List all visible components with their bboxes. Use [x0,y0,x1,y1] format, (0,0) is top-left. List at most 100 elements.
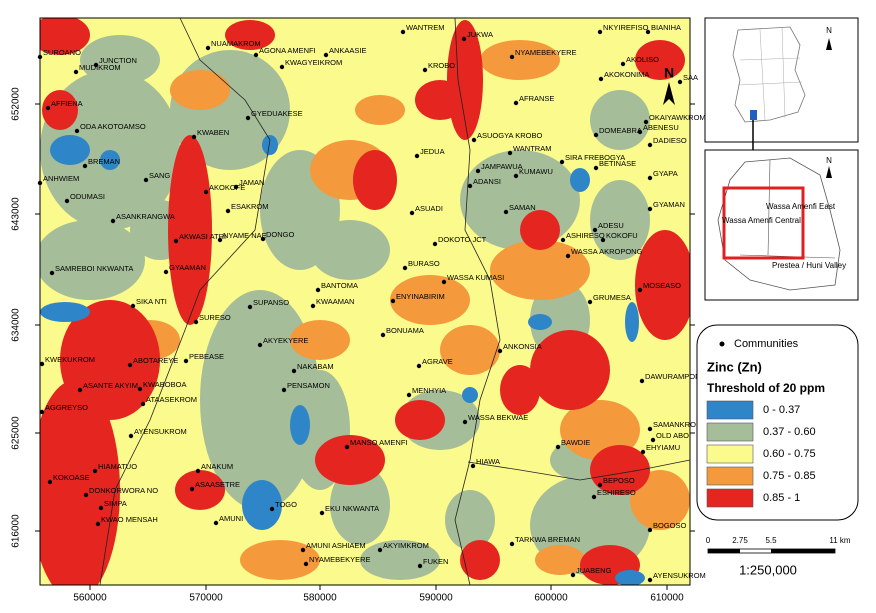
community-dot [560,237,566,243]
community-dot [213,520,219,526]
community-dot [677,79,683,85]
community-dot [39,409,45,415]
community-label: AFFIENA [51,99,83,108]
zone-patch [615,570,645,585]
zone-patch [60,300,160,420]
community-dot [260,236,266,242]
legend-classes: 0 - 0.37 0.37 - 0.60 0.60 - 0.75 0.75 - 0.8… [706,400,816,508]
community-label: SIMPA [104,499,127,508]
community-label: BANTOMA [321,281,358,290]
community-dot [140,401,146,407]
zone-patch [168,135,212,325]
community-dot [503,209,509,215]
zone-patch [395,400,445,440]
y-tick-label: 625000 [11,416,22,450]
community-label: DOMEABRA [599,126,642,135]
community-label: ASANKRANGWA [116,212,175,221]
x-tick-label: 560000 [73,593,107,604]
community-dot [344,444,350,450]
community-label: KWABOBOA [143,380,186,389]
community-label: ASUADI [415,204,443,213]
x-tick-label: 580000 [303,593,337,604]
community-label: NUAMAKROM [211,39,261,48]
zone-patch [290,405,310,445]
community-dot [319,510,325,516]
zone-patch [570,168,590,192]
district-label: Prestea / Huni Valley [772,261,846,270]
zone-patch [355,95,405,125]
community-dot [205,45,211,51]
community-dot [555,444,561,450]
study-area [750,110,757,120]
legend-label: 0.60 - 0.75 [763,448,816,460]
community-label: ENYINABIRIM [396,292,445,301]
zone-patch [635,230,690,340]
community-label: KWAAMAN [316,297,354,306]
community-label: AKOLISO [626,55,659,64]
y-tick-label: 616000 [11,514,22,548]
community-dot [400,29,406,35]
community-dot [509,54,515,60]
community-label: ABOTAREYE [133,356,178,365]
zone-patch [225,20,275,50]
community-label: DONKORWORA NO [89,486,158,495]
community-label: SAMAN [509,203,536,212]
y-tick-label: 643000 [11,197,22,231]
community-dot [507,150,513,156]
community-dot [203,189,209,195]
community-label: BOGOSO [653,521,687,530]
community-label: BIANIHA [651,23,681,32]
zone-patch [40,302,90,322]
zone-patch [50,135,90,165]
community-dot [513,173,519,179]
communities: WANTREM JUKWA NKYIREFISO BIANIHA SUROANO NUAM… [37,23,706,583]
community-dot [189,486,195,492]
community-dot [195,468,201,474]
community-label: SAA [683,73,698,82]
community-label: ATAASEKROM [146,395,197,404]
community-label: MOSEASO [643,281,681,290]
zone-patch [460,540,500,580]
community-dot [467,183,473,189]
inset-north: N [826,26,832,35]
zone-patch [520,210,560,250]
community-dot [300,547,306,553]
community-dot [600,237,606,243]
community-dot [193,319,199,325]
community-label: AGRAVE [422,357,453,366]
community-dot [647,206,653,212]
community-label: AKYIMKROM [383,541,429,550]
y-tick-label: 634000 [11,308,22,342]
community-label: ASAASETRE [195,480,240,489]
zone-patch [590,445,650,495]
community-dot [253,52,259,58]
community-dot [432,241,438,247]
community-label: NYAME NAE [223,231,267,240]
north-arrow: N [663,65,675,105]
zone-patch [100,150,120,170]
community-label: WANTREM [406,23,444,32]
community-label: GYAPA [653,169,678,178]
community-dot [409,210,415,216]
community-label: AKOKOFE [209,183,245,192]
community-dot [475,168,481,174]
community-dot [127,362,133,368]
scale-bar [707,548,836,554]
community-label: FUKEN [423,557,448,566]
community-label: ODUMASI [70,192,105,201]
legend-label: 0.75 - 0.85 [763,470,816,482]
community-dot [461,36,467,42]
community-dot [559,159,565,165]
community-dot [95,521,101,527]
zone-patch [625,302,639,342]
community-dot [37,54,43,60]
community-dot [291,368,297,374]
x-tick-label: 610000 [650,593,684,604]
community-label: DADIESO [653,136,687,145]
community-label: DOKOTO JCT [438,235,487,244]
community-dot [225,208,231,214]
community-label: WASSA BEKWAE [468,413,528,422]
community-dot [281,387,287,393]
community-label: TOGO [275,500,297,509]
